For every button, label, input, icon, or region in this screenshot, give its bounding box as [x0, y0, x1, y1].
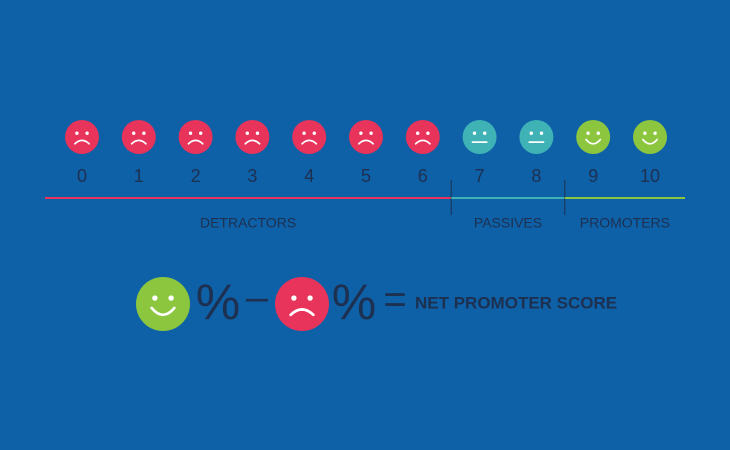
- score-label: 2: [191, 166, 201, 186]
- face-eye: [168, 295, 174, 301]
- group-label: DETRACTORS: [200, 215, 296, 231]
- group-label: PROMOTERS: [580, 215, 670, 231]
- face-eye: [142, 131, 146, 135]
- face-eye: [188, 131, 193, 135]
- face-eye: [359, 131, 363, 135]
- score-label: 0: [77, 166, 87, 186]
- face-mouth: [244, 139, 261, 145]
- face-eye: [369, 131, 373, 135]
- face-mouth: [414, 139, 431, 145]
- face-eye: [596, 131, 600, 135]
- formula-equals: =: [383, 278, 406, 322]
- face-eye: [653, 131, 657, 135]
- formula-percent: %: [196, 274, 240, 330]
- face-eye: [85, 131, 89, 135]
- face-eye: [416, 131, 420, 135]
- group-label: PASSIVES: [474, 215, 542, 231]
- score-label: 4: [304, 166, 314, 186]
- face-mouth: [642, 138, 658, 145]
- face-eye: [472, 131, 477, 135]
- face-eye: [312, 131, 316, 135]
- face: [121, 120, 156, 154]
- score-label: 3: [247, 166, 257, 186]
- face: [292, 120, 327, 154]
- face-mouth: [74, 139, 90, 145]
- face-eye: [291, 295, 297, 301]
- face-eye: [75, 131, 79, 135]
- score-label: 7: [475, 166, 485, 186]
- face-eye: [152, 295, 158, 301]
- score-label: 6: [418, 166, 428, 186]
- score-label: 9: [588, 166, 598, 186]
- face-eye: [302, 131, 306, 135]
- face: [405, 120, 440, 154]
- face: [178, 120, 213, 154]
- face-mouth: [187, 139, 204, 145]
- face-eye: [426, 131, 430, 135]
- face-mouth: [301, 139, 318, 145]
- face-eye: [643, 131, 647, 135]
- formula-percent: %: [332, 274, 376, 330]
- face: [349, 120, 383, 154]
- face-mouth: [289, 308, 315, 317]
- face: [462, 120, 497, 154]
- face-eye: [199, 131, 203, 135]
- face-eye: [245, 131, 249, 135]
- face-eye: [255, 131, 260, 135]
- face-eye: [483, 131, 487, 135]
- face-eye: [586, 131, 590, 135]
- face: [576, 120, 611, 154]
- face-mouth: [358, 139, 374, 145]
- face: [275, 277, 329, 331]
- face-mouth: [585, 138, 602, 145]
- face-eye: [539, 131, 544, 135]
- face: [235, 120, 270, 154]
- face: [633, 120, 667, 154]
- score-label: 1: [134, 166, 144, 186]
- face-mouth: [150, 306, 176, 317]
- face-eye: [132, 131, 136, 135]
- face: [519, 120, 554, 154]
- face-mouth: [130, 139, 147, 145]
- formula-minus: –: [246, 276, 269, 320]
- formula-result: NET PROMOTER SCORE: [415, 293, 617, 312]
- score-label: 5: [361, 166, 371, 186]
- face: [136, 277, 190, 331]
- face: [65, 120, 99, 154]
- face-eye: [307, 295, 313, 301]
- score-label: 10: [640, 166, 660, 186]
- face-eye: [529, 131, 533, 135]
- score-label: 8: [531, 166, 541, 186]
